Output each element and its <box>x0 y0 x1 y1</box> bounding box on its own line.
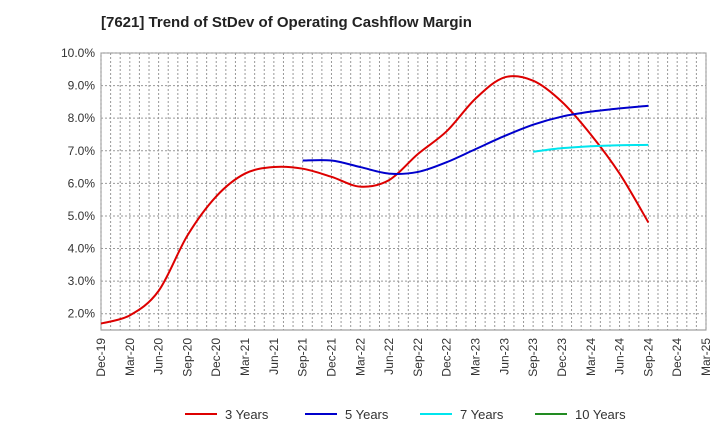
x-tick-label: Dec-19 <box>94 338 108 377</box>
y-tick-label: 3.0% <box>68 274 96 288</box>
y-tick-label: 9.0% <box>68 79 96 93</box>
legend-label: 10 Years <box>575 407 626 422</box>
y-axis: 2.0% 3.0% 4.0% 5.0% 6.0% 7.0% 8.0% 9.0% 10.0% <box>61 46 95 321</box>
x-tick-label: Jun-22 <box>382 338 396 375</box>
series-line-3-years <box>100 75 650 325</box>
series-layer <box>100 75 650 325</box>
y-tick-label: 8.0% <box>68 111 96 125</box>
y-tick-label: 2.0% <box>68 307 96 321</box>
x-tick-label: Jun-24 <box>613 338 627 375</box>
legend-label: 5 Years <box>345 407 389 422</box>
x-tick-label: Dec-23 <box>555 338 569 377</box>
y-tick-label: 6.0% <box>68 176 96 190</box>
x-tick-label: Sep-24 <box>641 338 655 377</box>
legend: 3 Years 5 Years 7 Years 10 Years <box>185 407 626 422</box>
series-line-7-years <box>533 143 649 153</box>
x-tick-label: Dec-24 <box>670 338 684 377</box>
x-tick-label: Jun-23 <box>497 338 511 375</box>
x-tick-label: Mar-21 <box>238 338 252 376</box>
x-tick-label: Sep-20 <box>180 338 194 377</box>
x-tick-label: Sep-22 <box>411 338 425 377</box>
x-tick-label: Dec-22 <box>440 338 454 377</box>
grid-layer <box>100 52 707 330</box>
x-tick-label: Mar-20 <box>123 338 137 376</box>
x-tick-label: Dec-21 <box>324 338 338 377</box>
x-tick-label: Mar-25 <box>699 338 713 376</box>
x-tick-label: Sep-21 <box>296 338 310 377</box>
y-tick-label: 4.0% <box>68 242 96 256</box>
legend-label: 3 Years <box>225 407 269 422</box>
x-tick-label: Mar-22 <box>353 338 367 376</box>
series-line-5-years <box>302 104 649 175</box>
x-tick-label: Sep-23 <box>526 338 540 377</box>
x-axis: Dec-19 Mar-20 Jun-20 Sep-20 Dec-20 Mar-21 Jun-… <box>94 338 713 377</box>
legend-label: 7 Years <box>460 407 504 422</box>
x-tick-label: Jun-20 <box>152 338 166 375</box>
x-tick-label: Mar-23 <box>469 338 483 376</box>
x-tick-label: Dec-20 <box>209 338 223 377</box>
x-tick-label: Mar-24 <box>584 338 598 376</box>
chart-title: [7621] Trend of StDev of Operating Cashf… <box>101 14 472 31</box>
plot-area <box>100 52 707 331</box>
y-tick-label: 7.0% <box>68 144 96 158</box>
y-tick-label: 10.0% <box>61 46 95 60</box>
y-tick-label: 5.0% <box>68 209 96 223</box>
x-tick-label: Jun-21 <box>267 338 281 375</box>
